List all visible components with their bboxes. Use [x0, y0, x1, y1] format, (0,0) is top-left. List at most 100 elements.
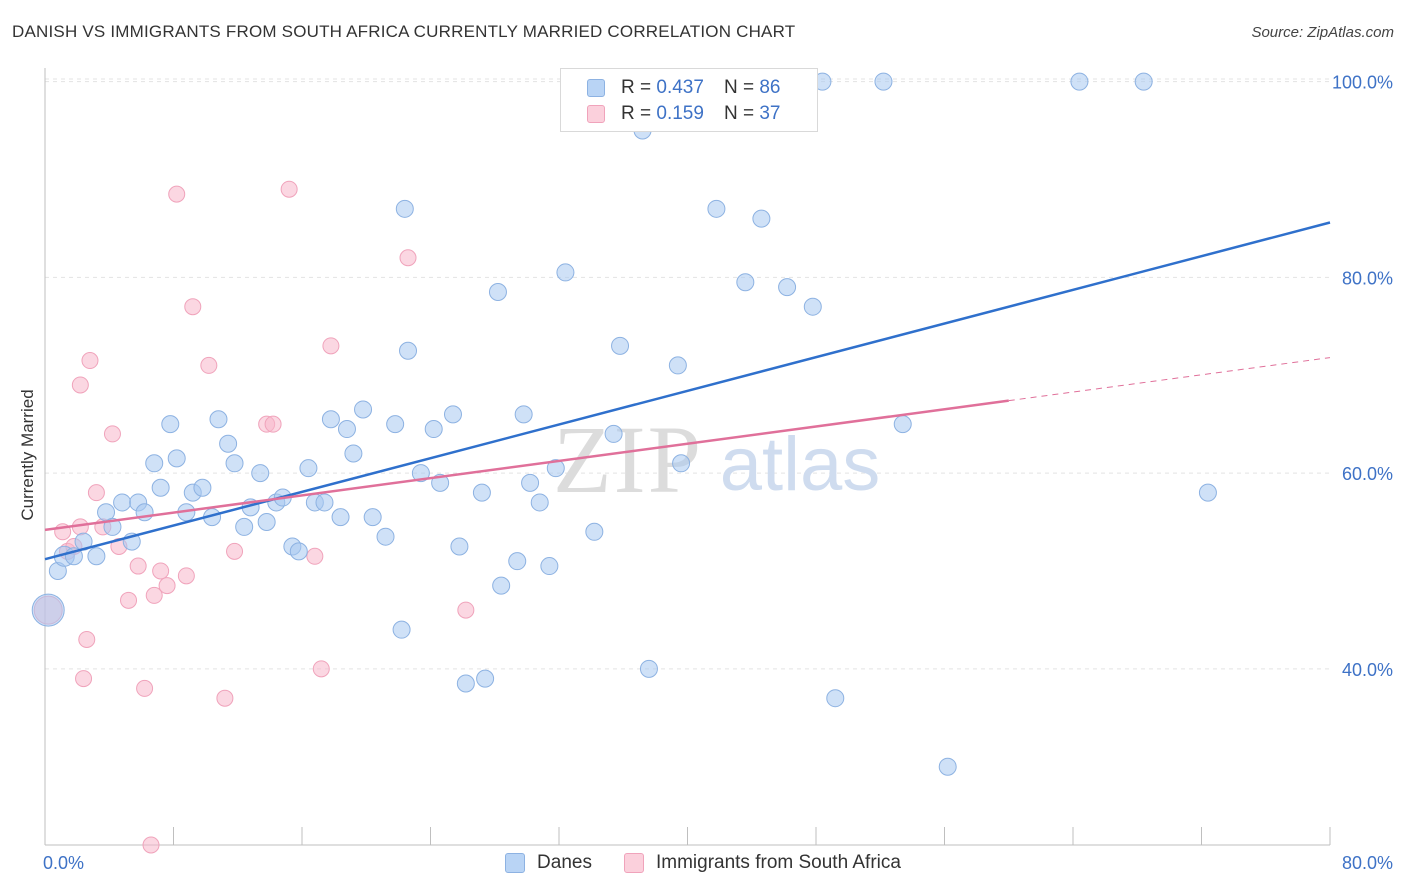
south-africa-point [168, 185, 186, 203]
gridlines [45, 78, 1330, 670]
danes-point [546, 459, 565, 478]
danes-r-value: 0.437 [656, 77, 704, 98]
south-africa-point [103, 425, 121, 443]
danes-trend-line [44, 221, 1331, 561]
tick-labels: 40.0% 60.0% 80.0% 100.0% 0.0% 80.0% [43, 73, 1393, 873]
south-africa-r-value: 0.159 [656, 103, 704, 124]
danes-point [938, 757, 957, 776]
danes-point [476, 669, 495, 688]
danes-point [488, 283, 507, 302]
south-africa-point [312, 660, 330, 678]
south-africa-point [87, 484, 105, 502]
y-axis-label: Currently Married [18, 389, 37, 520]
watermark-atlas: atlas [720, 422, 881, 507]
y-tick-label: 40.0% [1342, 660, 1393, 680]
y-tick-label: 80.0% [1342, 268, 1393, 288]
south-africa-n-value: 37 [759, 103, 781, 124]
series-legend: Danes Immigrants from South Africa [0, 852, 1406, 874]
danes-point [151, 478, 170, 497]
south-africa-point [280, 180, 298, 198]
danes-point [386, 415, 405, 434]
danes-point [161, 415, 180, 434]
south-africa-point [226, 542, 244, 560]
danes-point [514, 405, 533, 424]
danes-point [354, 400, 373, 419]
danes-point [752, 209, 771, 228]
legend-item-danes[interactable]: Danes [505, 852, 592, 874]
south-africa-swatch [587, 105, 605, 123]
danes-point [492, 576, 511, 595]
south-africa-trend-extension [1008, 357, 1331, 402]
south-africa-point [216, 689, 234, 707]
south-africa-point [457, 601, 475, 619]
source-label: Source: ZipAtlas.com [1251, 24, 1394, 41]
danes-point [167, 449, 186, 468]
danes-point [299, 459, 318, 478]
danes-point [103, 517, 122, 536]
n-label: N = [723, 103, 755, 124]
n-label: N = [723, 77, 755, 98]
danes-point [736, 273, 755, 292]
danes-point [585, 522, 604, 541]
danes-point [424, 420, 443, 439]
x-tick-label-max: 80.0% [1342, 853, 1393, 873]
danes-point [344, 444, 363, 463]
danes-point [209, 410, 228, 429]
danes-point [235, 517, 254, 536]
danes-point [399, 341, 418, 360]
danes-point [193, 478, 212, 497]
danes-point [87, 547, 106, 566]
danes-point [363, 508, 382, 527]
danes-point [321, 410, 340, 429]
danes-point [456, 674, 475, 693]
south-africa-point [177, 567, 195, 585]
danes-point [219, 434, 238, 453]
danes-point [778, 278, 797, 297]
south-africa-point [78, 630, 96, 648]
y-tick-label: 60.0% [1342, 464, 1393, 484]
x-tick-label-min: 0.0% [43, 853, 84, 873]
south-africa-point [71, 376, 89, 394]
danes-point [639, 659, 658, 678]
axes [44, 68, 1331, 846]
watermark: ZIP atlas [553, 406, 880, 513]
south-africa-point [75, 670, 93, 688]
south-africa-point [264, 415, 282, 433]
danes-point [392, 620, 411, 639]
south-africa-point [152, 562, 170, 580]
danes-point [225, 454, 244, 473]
danes-point [1198, 483, 1217, 502]
legend-item-south-africa[interactable]: Immigrants from South Africa [623, 852, 901, 874]
south-africa-point [145, 586, 163, 604]
danes-point [472, 483, 491, 502]
legend-row-danes: R = 0.437 N = 86 [587, 76, 780, 100]
south-africa-legend-swatch [623, 853, 644, 873]
danes-point [1134, 72, 1153, 91]
south-africa-point [136, 679, 154, 697]
danes-point [395, 199, 414, 218]
danes-point [530, 493, 549, 512]
correlation-legend: R = 0.437 N = 86 R = 0.159 N = 37 [560, 68, 818, 132]
danes-point [556, 263, 575, 282]
r-label: R = [621, 103, 652, 124]
south-africa-point [184, 298, 202, 316]
danes-n-value: 86 [759, 77, 781, 98]
danes-point [874, 72, 893, 91]
danes-legend-label: Danes [537, 852, 592, 873]
south-africa-point [120, 591, 138, 609]
danes-point [803, 297, 822, 316]
south-africa-legend-label: Immigrants from South Africa [655, 852, 901, 873]
danes-point [411, 464, 430, 483]
danes-point [289, 542, 308, 561]
south-africa-point [158, 577, 176, 595]
danes-point [113, 493, 132, 512]
danes-point [315, 493, 334, 512]
south-africa-point [81, 352, 99, 370]
danes-point [1070, 72, 1089, 91]
danes-point [508, 552, 527, 571]
danes-point [707, 199, 726, 218]
danes-point [611, 336, 630, 355]
south-africa-point [200, 356, 218, 374]
trend-lines [44, 221, 1331, 561]
